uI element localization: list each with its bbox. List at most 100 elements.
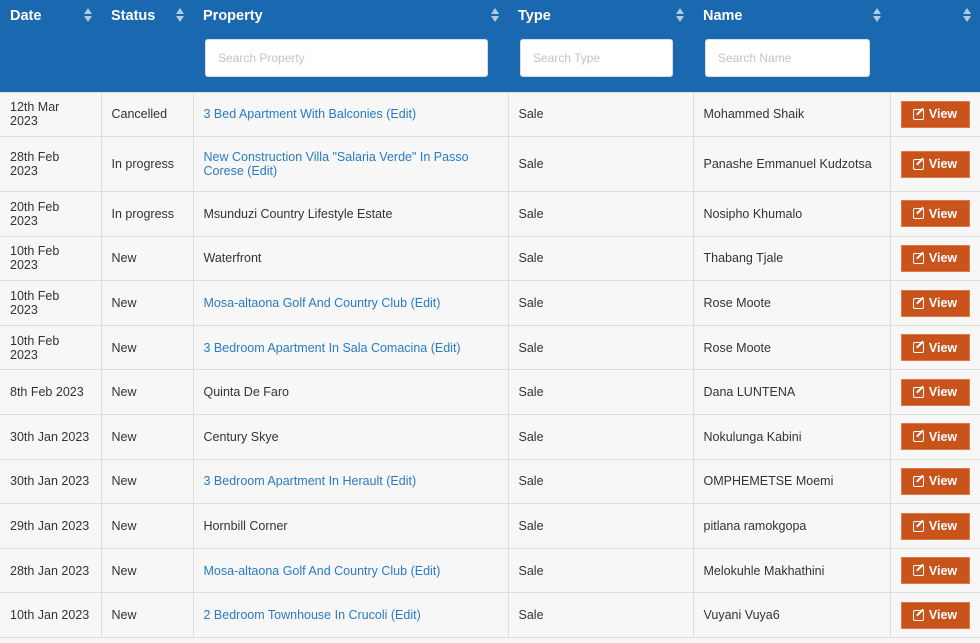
view-button[interactable]: View bbox=[900, 200, 970, 228]
column-header-status[interactable]: Status bbox=[101, 0, 193, 33]
view-label: View bbox=[928, 340, 958, 355]
sort-icon[interactable] bbox=[676, 8, 685, 24]
status-cell: In progress bbox=[100, 136, 194, 193]
column-header-date[interactable]: Date bbox=[0, 0, 101, 33]
view-button[interactable]: View bbox=[900, 378, 970, 406]
edit-icon bbox=[912, 252, 924, 264]
table-row: 10th Feb 2023 New Waterfront Sale Thaban… bbox=[0, 235, 980, 282]
status-cell: New bbox=[100, 235, 194, 282]
type-cell: Sale bbox=[507, 414, 694, 460]
property-link[interactable]: 3 Bedroom Apartment In Herault bbox=[203, 474, 383, 489]
name-cell: pitlana ramokgopa bbox=[692, 503, 891, 549]
table-row: 10th Feb 2023 New Mosa-altaona Golf And … bbox=[0, 280, 980, 326]
status-cell: New bbox=[100, 547, 194, 594]
filter-cell bbox=[0, 33, 101, 92]
action-cell: View bbox=[889, 369, 980, 416]
sort-icon[interactable] bbox=[176, 8, 185, 24]
filter-cell bbox=[101, 33, 193, 92]
edit-icon bbox=[912, 208, 924, 220]
property-link[interactable]: Mosa-altaona Golf And Country Club bbox=[203, 296, 408, 311]
edit-icon bbox=[912, 565, 924, 577]
action-cell: View bbox=[889, 458, 980, 505]
column-header-actions[interactable] bbox=[890, 0, 980, 33]
search-property-input[interactable] bbox=[205, 39, 488, 77]
view-button[interactable]: View bbox=[900, 601, 970, 629]
property-cell: Century Skye bbox=[192, 414, 509, 460]
view-button[interactable]: View bbox=[900, 467, 970, 495]
view-label: View bbox=[928, 474, 958, 489]
column-header-type[interactable]: Type bbox=[508, 0, 693, 33]
type-cell: Sale bbox=[507, 91, 694, 138]
edit-link[interactable]: (Edit) bbox=[410, 563, 441, 578]
type-cell: Sale bbox=[507, 547, 694, 594]
edit-icon bbox=[912, 520, 924, 532]
property-link[interactable]: New Construction Villa "Salaria Verde" I… bbox=[203, 150, 469, 179]
column-header-name[interactable]: Name bbox=[693, 0, 890, 33]
sort-icon[interactable] bbox=[84, 8, 93, 24]
edit-icon bbox=[912, 342, 924, 354]
property-cell: Mosa-altaona Golf And Country Club (Edit… bbox=[192, 280, 509, 326]
property-link[interactable]: 2 Bedroom Townhouse In Crucoli bbox=[203, 608, 388, 623]
type-cell: Sale bbox=[507, 136, 694, 193]
type-cell: Sale bbox=[507, 503, 694, 549]
table-row: 20th Feb 2023 In progress Msunduzi Count… bbox=[0, 191, 980, 237]
edit-link[interactable]: (Edit) bbox=[247, 164, 278, 179]
table-row: 28th Jan 2023 New Mosa-altaona Golf And … bbox=[0, 547, 980, 594]
edit-link[interactable]: (Edit) bbox=[386, 474, 417, 489]
view-button[interactable]: View bbox=[900, 512, 970, 540]
view-label: View bbox=[928, 157, 958, 172]
date-cell: 29th Jan 2023 bbox=[0, 503, 102, 549]
property-cell: Hornbill Corner bbox=[192, 503, 509, 549]
property-link[interactable]: 3 Bed Apartment With Balconies bbox=[203, 107, 383, 122]
table-row: 29th Jan 2023 New Hornbill Corner Sale p… bbox=[0, 503, 980, 549]
property-link[interactable]: 3 Bedroom Apartment In Sala Comacina bbox=[203, 340, 428, 355]
property-cell: Waterfront bbox=[192, 235, 509, 282]
name-cell: Nokulunga Kabini bbox=[692, 414, 891, 460]
type-cell: Sale bbox=[507, 191, 694, 237]
date-cell: 28th Jan 2023 bbox=[0, 547, 102, 594]
view-button[interactable]: View bbox=[900, 244, 970, 272]
view-button[interactable]: View bbox=[900, 423, 970, 451]
edit-icon bbox=[912, 158, 924, 170]
search-name-input[interactable] bbox=[705, 39, 870, 77]
property-text: Waterfront bbox=[203, 251, 262, 266]
property-link[interactable]: Mosa-altaona Golf And Country Club bbox=[203, 563, 408, 578]
property-cell: 3 Bed Apartment With Balconies (Edit) bbox=[192, 91, 509, 138]
property-cell: Mosa-altaona Golf And Country Club (Edit… bbox=[192, 547, 509, 594]
sort-icon[interactable] bbox=[963, 8, 972, 24]
view-button[interactable]: View bbox=[900, 100, 970, 128]
edit-link[interactable]: (Edit) bbox=[410, 296, 441, 311]
view-button[interactable]: View bbox=[900, 334, 970, 362]
name-cell: Thabang Tjale bbox=[692, 235, 891, 282]
property-text: Hornbill Corner bbox=[203, 519, 288, 534]
sort-icon[interactable] bbox=[491, 8, 500, 24]
search-type-input[interactable] bbox=[520, 39, 673, 77]
sort-icon[interactable] bbox=[873, 8, 882, 24]
view-button[interactable]: View bbox=[900, 557, 970, 585]
name-cell: Melokuhle Makhathini bbox=[692, 547, 891, 594]
property-text: Century Skye bbox=[203, 429, 279, 444]
view-button[interactable]: View bbox=[900, 289, 970, 317]
view-label: View bbox=[928, 296, 958, 311]
date-cell: 30th Jan 2023 bbox=[0, 414, 102, 460]
header-label: Property bbox=[203, 8, 263, 24]
table-row: 30th Jan 2023 New Century Skye Sale Noku… bbox=[0, 414, 980, 460]
header-label: Type bbox=[518, 8, 551, 24]
name-cell: Vuyani Vuya6 bbox=[692, 592, 891, 639]
action-cell: View bbox=[889, 191, 980, 237]
date-cell: 28th Feb 2023 bbox=[0, 136, 102, 193]
action-cell: View bbox=[889, 414, 980, 460]
date-cell: 10th Feb 2023 bbox=[0, 280, 102, 326]
status-cell: New bbox=[100, 458, 194, 505]
view-button[interactable]: View bbox=[900, 150, 970, 178]
name-cell: Rose Moote bbox=[692, 280, 891, 326]
status-cell: New bbox=[100, 324, 194, 371]
edit-link[interactable]: (Edit) bbox=[386, 107, 417, 122]
type-cell: Sale bbox=[507, 458, 694, 505]
column-header-property[interactable]: Property bbox=[193, 0, 508, 33]
edit-link[interactable]: (Edit) bbox=[430, 340, 461, 355]
edit-link[interactable]: (Edit) bbox=[390, 608, 421, 623]
action-cell: View bbox=[889, 592, 980, 639]
type-cell: Sale bbox=[507, 369, 694, 416]
